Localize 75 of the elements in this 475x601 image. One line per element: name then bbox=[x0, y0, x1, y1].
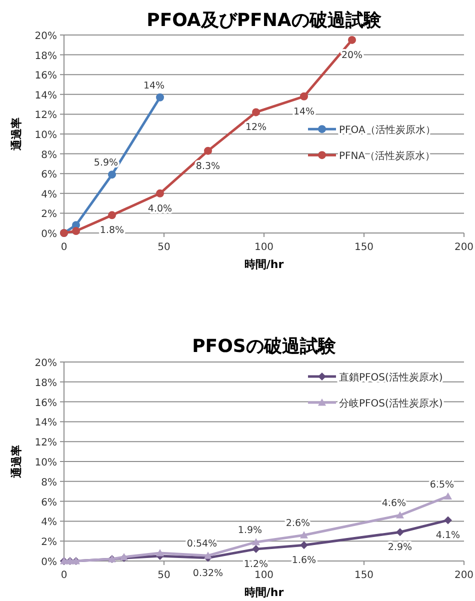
y-axis-title: 通過率 bbox=[10, 118, 23, 152]
data-label: 8.3% bbox=[196, 160, 220, 172]
point bbox=[348, 36, 356, 44]
point bbox=[108, 170, 116, 179]
y-tick-label: 10% bbox=[34, 458, 57, 468]
y-tick-label: 12% bbox=[34, 438, 57, 449]
point bbox=[300, 541, 308, 550]
x-tick-label: 100 bbox=[254, 570, 274, 581]
data-label: 0.54% bbox=[186, 538, 218, 550]
point bbox=[252, 108, 260, 116]
y-tick-label: 16% bbox=[34, 70, 57, 82]
point bbox=[108, 211, 116, 220]
point bbox=[444, 492, 452, 500]
data-label: 6.5% bbox=[430, 479, 454, 490]
y-tick-label: 4% bbox=[41, 517, 57, 528]
data-label: 4.1% bbox=[436, 530, 460, 542]
data-label: 14% bbox=[143, 80, 165, 92]
y-tick-label: 8% bbox=[41, 150, 57, 161]
data-label: 1.2% bbox=[244, 559, 268, 570]
y-tick-label: 20% bbox=[34, 31, 57, 42]
y-tick-label: 4% bbox=[41, 189, 57, 200]
legend-label: PFOA（活性炭原水） bbox=[339, 124, 436, 136]
y-tick-label: 20% bbox=[34, 358, 57, 369]
point bbox=[300, 92, 308, 100]
x-axis-title: 時間/hr bbox=[244, 258, 284, 271]
data-label: 0.32% bbox=[192, 568, 224, 579]
legend-label: 分岐PFOS(活性炭原水) bbox=[339, 398, 443, 410]
x-axis-title: 時間/hr bbox=[244, 586, 284, 599]
y-tick-label: 2% bbox=[41, 209, 57, 220]
point bbox=[444, 516, 452, 524]
chart-title: PFOSの破過試験 bbox=[192, 336, 337, 357]
x-tick-label: 50 bbox=[158, 242, 170, 253]
y-tick-label: 10% bbox=[34, 130, 57, 141]
data-label: 2.9% bbox=[388, 542, 412, 554]
point bbox=[156, 189, 164, 198]
y-tick-label: 6% bbox=[41, 170, 57, 181]
data-label: 4.6% bbox=[382, 498, 406, 510]
y-tick-label: 18% bbox=[34, 50, 57, 62]
y-tick-label: 12% bbox=[34, 110, 57, 122]
point bbox=[204, 146, 212, 155]
y-tick-label: 0% bbox=[41, 229, 57, 240]
data-label: 12% bbox=[245, 122, 267, 134]
chart-title: PFOA及びPFNAの破過試験 bbox=[146, 10, 382, 31]
data-label: 4.0% bbox=[148, 203, 172, 214]
data-label: 2.6% bbox=[286, 518, 310, 530]
point bbox=[156, 93, 164, 102]
y-tick-label: 16% bbox=[34, 398, 57, 409]
y-tick-label: 14% bbox=[34, 90, 57, 102]
x-tick-label: 0 bbox=[60, 242, 68, 253]
x-tick-label: 100 bbox=[254, 242, 274, 253]
point bbox=[72, 227, 80, 236]
x-tick-label: 150 bbox=[354, 570, 374, 581]
y-tick-label: 2% bbox=[41, 537, 57, 548]
point bbox=[156, 549, 164, 556]
x-tick-label: 150 bbox=[354, 242, 374, 253]
point bbox=[300, 531, 308, 538]
legend-label: PFNA（活性炭原水） bbox=[339, 150, 436, 162]
y-tick-label: 6% bbox=[41, 497, 57, 508]
x-tick-label: 200 bbox=[454, 242, 474, 253]
data-label: 1.9% bbox=[238, 525, 262, 536]
point bbox=[204, 552, 212, 559]
point bbox=[252, 538, 260, 546]
point bbox=[396, 528, 404, 536]
y-tick-label: 0% bbox=[41, 557, 57, 568]
y-tick-label: 18% bbox=[34, 378, 57, 389]
y-tick-label: 8% bbox=[41, 477, 57, 488]
x-tick-label: 200 bbox=[454, 570, 474, 581]
y-axis-title: 通過率 bbox=[10, 445, 23, 479]
legend-label: 直鎖PFOS(活性炭原水) bbox=[339, 372, 443, 384]
y-tick-label: 14% bbox=[34, 418, 57, 429]
point bbox=[396, 511, 404, 518]
x-tick-label: 50 bbox=[158, 570, 170, 581]
data-label: 5.9% bbox=[94, 158, 118, 169]
x-tick-label: 0 bbox=[60, 570, 68, 581]
point bbox=[252, 545, 260, 554]
